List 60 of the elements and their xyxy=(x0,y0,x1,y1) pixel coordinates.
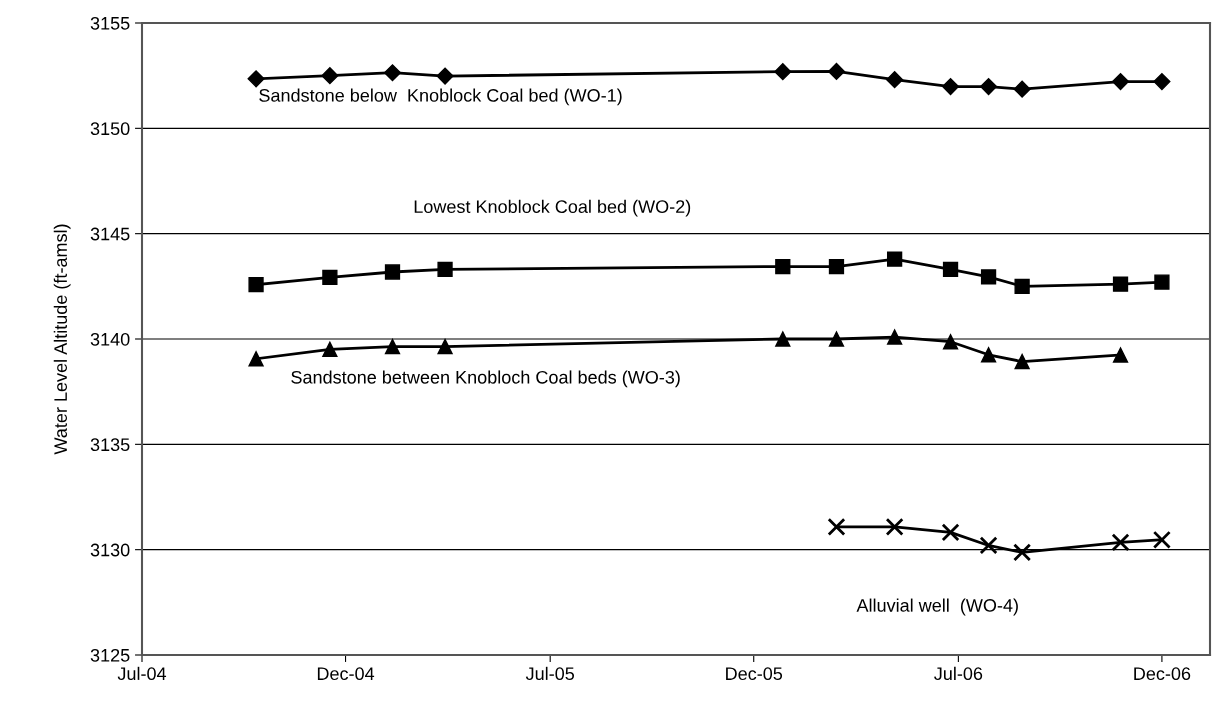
point xyxy=(1152,530,1171,549)
point xyxy=(886,329,903,345)
point xyxy=(827,62,846,81)
point xyxy=(1154,274,1170,290)
point xyxy=(1014,278,1030,294)
point xyxy=(1112,276,1129,292)
point xyxy=(886,251,903,267)
point xyxy=(980,78,998,96)
point xyxy=(1013,543,1032,562)
point xyxy=(321,67,339,85)
point xyxy=(247,70,265,88)
point xyxy=(436,67,454,85)
x-tick-label: Dec-04 xyxy=(317,667,375,681)
point xyxy=(942,261,959,277)
point xyxy=(384,338,401,355)
x-tick-label: Jul-04 xyxy=(117,666,167,681)
y-tick-label: 3155 xyxy=(90,16,130,30)
point xyxy=(1112,347,1129,363)
series-label: Sandstone between Knobloch Coal beds (WO-3) xyxy=(291,370,680,388)
point xyxy=(885,517,904,536)
y-tick-label: 3145 xyxy=(90,227,130,241)
point xyxy=(980,347,997,363)
point xyxy=(886,71,904,89)
point xyxy=(383,64,402,82)
point xyxy=(322,341,338,357)
text: Lowest Knoblock Coal bed (WO-2) xyxy=(414,199,691,217)
x-tick-label: Dec-06 xyxy=(1134,667,1191,681)
point xyxy=(942,334,959,350)
point xyxy=(980,269,997,285)
point xyxy=(774,63,792,81)
x-tick-label: Jul-06 xyxy=(934,666,983,681)
y-tick-label: 3140 xyxy=(90,332,130,346)
point xyxy=(384,264,401,280)
x-tick-label: Jul-05 xyxy=(525,666,575,681)
point xyxy=(941,523,960,542)
point xyxy=(941,78,960,96)
point xyxy=(1014,353,1030,370)
point xyxy=(1013,80,1031,98)
point xyxy=(979,536,998,555)
point xyxy=(1153,73,1171,91)
point xyxy=(248,351,264,367)
point xyxy=(775,258,791,275)
point xyxy=(827,517,846,536)
y-axis-title: Water Level Altitude (ft-amsl) xyxy=(53,224,71,455)
point xyxy=(437,261,453,278)
y-tick-label: 3130 xyxy=(90,543,130,557)
x-tick-label: Dec-05 xyxy=(726,667,783,681)
point xyxy=(322,269,338,285)
point xyxy=(828,331,845,347)
y-tick-label: 3150 xyxy=(90,122,130,136)
y-tick-label: 3135 xyxy=(90,438,130,452)
series-label: Sandstone below Knoblock Coal bed (WO-1) xyxy=(259,88,622,106)
point xyxy=(248,277,264,293)
point xyxy=(1111,533,1130,552)
point xyxy=(775,331,791,347)
y-tick-label: 3125 xyxy=(90,648,130,662)
text: Alluvial well (WO-4) xyxy=(856,598,1018,616)
point xyxy=(828,258,845,275)
point xyxy=(437,338,453,355)
point xyxy=(1111,73,1130,91)
